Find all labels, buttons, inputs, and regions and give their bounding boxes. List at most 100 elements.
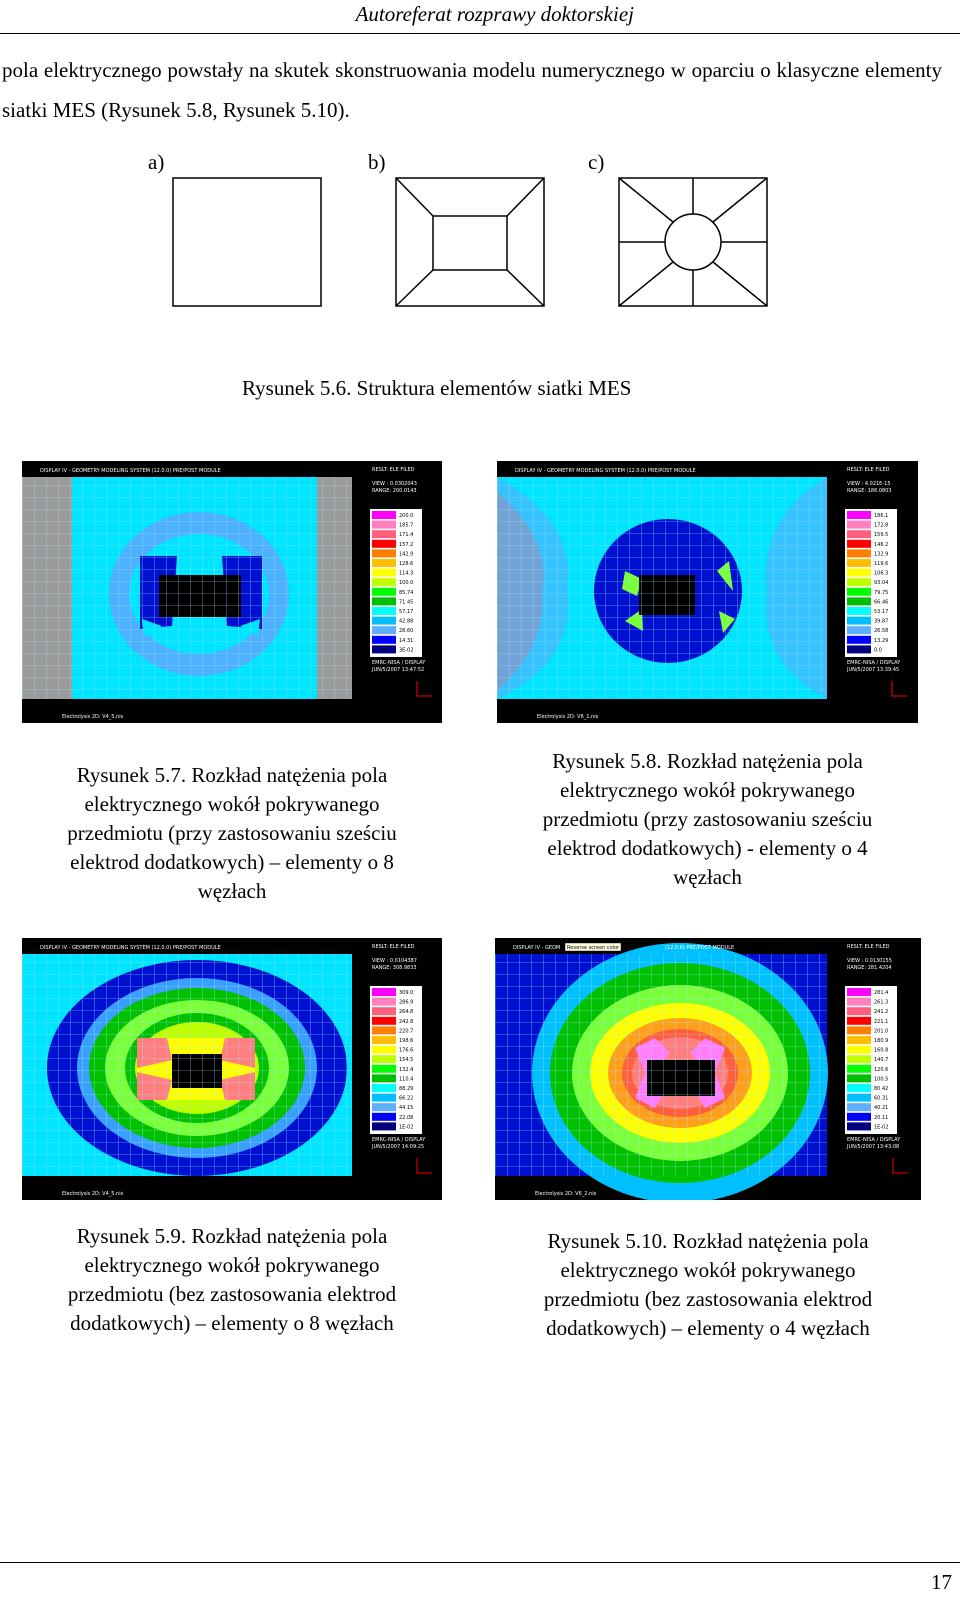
scale-swatch [847, 597, 871, 606]
scale-label: 186.1 [874, 513, 888, 519]
scale-label: 114.3 [399, 571, 413, 577]
screen-result: RESLT: ELE FILED [847, 467, 890, 473]
scale-label: 120.6 [874, 1067, 888, 1073]
screen-footer1: EMRC-NISA / DISPLAY [372, 1137, 426, 1143]
color-scale-5-7: 200.0 185.7 171.4 157.2 142.9 128.6 114.3 100.0… [370, 509, 422, 657]
fig-5-9-caption: Rysunek 5.9. Rozkład natężenia pola elek… [67, 1224, 397, 1335]
scale-swatch [372, 1064, 396, 1073]
scale-swatch [372, 1084, 396, 1092]
scale-label: 146.2 [874, 542, 888, 548]
screen-title-rest: (12.0.0) PRE/POST MODULE [665, 945, 734, 951]
scale-label: 201.0 [874, 1028, 888, 1034]
screen-result: RESLT: ELE FILED [372, 944, 415, 950]
scale-swatch [847, 520, 871, 529]
fem-plot-5-8: DISPLAY IV - GEOMETRY MODELING SYSTEM (1… [497, 461, 918, 723]
scale-label: 200.0 [399, 513, 413, 519]
scale-swatch [372, 559, 396, 567]
scale-swatch [372, 1016, 396, 1025]
scale-swatch [372, 645, 396, 654]
scale-swatch [847, 607, 871, 615]
scale-label: 20.11 [874, 1115, 888, 1121]
screen-file: Electrolysis 2D: V4_5.nis [62, 1191, 124, 1197]
fig-5-8-caption: Rysunek 5.8. Rozkład natężenia pola elek… [542, 749, 873, 889]
scale-label: 42.88 [399, 619, 413, 625]
scale-label: 26.58 [874, 628, 888, 634]
scale-swatch [847, 1045, 871, 1054]
screen-result: RESLT: ELE FILED [372, 467, 415, 473]
scale-swatch [847, 997, 871, 1006]
scale-label: 66.22 [399, 1096, 413, 1102]
scale-swatch [847, 1016, 871, 1025]
screen-footer1: EMRC-NISA / DISPLAY [847, 660, 901, 666]
screen-view: VIEW : 0.0104387 [372, 958, 417, 964]
scale-swatch [847, 530, 871, 539]
scale-swatch [847, 1103, 871, 1112]
scale-label: 44.15 [399, 1105, 413, 1111]
screen-range: RANGE: 281.4204 [847, 965, 892, 971]
scale-swatch [847, 1112, 871, 1121]
page-number: 17 [931, 1570, 952, 1594]
scale-label: 1E-02 [399, 1124, 414, 1130]
scale-label: 309.0 [399, 990, 413, 996]
scale-label: 100.5 [874, 1076, 888, 1082]
scale-label: 28.60 [399, 628, 413, 634]
scale-swatch [847, 549, 871, 558]
screen-range: RANGE: 186.0803 [847, 488, 892, 494]
scale-label: 180.9 [874, 1038, 888, 1044]
scale-label: 176.6 [399, 1048, 413, 1054]
scale-swatch [847, 568, 871, 577]
scale-label: 13.29 [874, 638, 888, 644]
color-scale-5-8: 186.1 172.8 159.5 146.2 132.9 119.6 106.3 93.04… [845, 509, 897, 657]
scale-label: 241.2 [874, 1009, 888, 1015]
scale-swatch [847, 578, 871, 587]
scale-label: 71.45 [399, 599, 413, 605]
fem-screenshot-5-7: DISPLAY IV - GEOMETRY MODELING SYSTEM (1… [22, 461, 442, 723]
scale-label: 132.4 [399, 1067, 413, 1073]
scale-label: 66.46 [874, 599, 888, 605]
mesh-element-b [395, 177, 545, 307]
scale-label: 142.9 [399, 551, 413, 557]
screen-title: DISPLAY IV - GEOMETRY MODELING SYSTEM (1… [515, 468, 696, 474]
screen-file: Electrolysis 2D: V6_1.nis [537, 714, 599, 720]
reverse-screen-color-tooltip: Reverse screen color [567, 945, 620, 951]
scale-swatch [847, 559, 871, 567]
screen-view: VIEW : 4.021E-15 [847, 481, 891, 487]
screen-footer2: JUN/5/2007 13:43:08 [846, 1144, 899, 1150]
scale-label: 57.17 [399, 609, 413, 615]
screen-footer1: EMRC-NISA / DISPLAY [372, 660, 426, 666]
scale-label: 132.9 [874, 551, 888, 557]
scale-swatch [372, 539, 396, 548]
scale-swatch [847, 635, 871, 644]
scale-label: 60.31 [874, 1096, 888, 1102]
scale-label: 154.5 [399, 1057, 413, 1063]
scale-swatch [372, 1036, 396, 1044]
scale-swatch [847, 1074, 871, 1083]
fem-screenshot-5-8: DISPLAY IV - GEOMETRY MODELING SYSTEM (1… [497, 461, 918, 723]
header-title: Autoreferat rozprawy doktorskiej [355, 2, 634, 26]
intro-paragraph: pola elektrycznego powstały na skutek sk… [2, 58, 942, 122]
screen-range: RANGE: 200.0143 [372, 488, 417, 494]
scale-label: 85.74 [399, 590, 413, 596]
scale-swatch [372, 549, 396, 558]
color-scale-5-10: 281.4 261.3 241.2 221.1 201.0 180.9 160.8 140.7… [845, 986, 897, 1134]
scale-swatch [372, 520, 396, 529]
scale-swatch [847, 1093, 871, 1102]
scale-label: 171.4 [399, 532, 413, 538]
scale-label: 264.8 [399, 1009, 413, 1015]
scale-label: 286.9 [399, 1000, 413, 1006]
scale-swatch [372, 597, 396, 606]
scale-label: 281.4 [874, 990, 888, 996]
fem-plot-5-7: DISPLAY IV - GEOMETRY MODELING SYSTEM (1… [22, 461, 442, 723]
scale-swatch [372, 1103, 396, 1112]
scale-swatch [372, 1007, 396, 1016]
screen-footer2: JUN/5/2007 13:39:45 [846, 667, 899, 673]
fig-5-6-label-b: b) [368, 150, 386, 174]
color-scale-5-9: 309.0 286.9 264.8 242.8 220.7 198.6 176.6 154.5… [370, 986, 422, 1134]
scale-swatch [372, 511, 396, 519]
screen-title: DISPLAY IV - GEOMETRY MODELING SYSTEM (1… [40, 945, 221, 951]
scale-swatch [847, 1064, 871, 1073]
screen-file: Electrolysis 2D: V4_5.nis [62, 714, 124, 720]
screen-range: RANGE: 308.9833 [372, 965, 417, 971]
scale-label: 119.6 [874, 561, 888, 567]
scale-label: 185.7 [399, 523, 413, 529]
